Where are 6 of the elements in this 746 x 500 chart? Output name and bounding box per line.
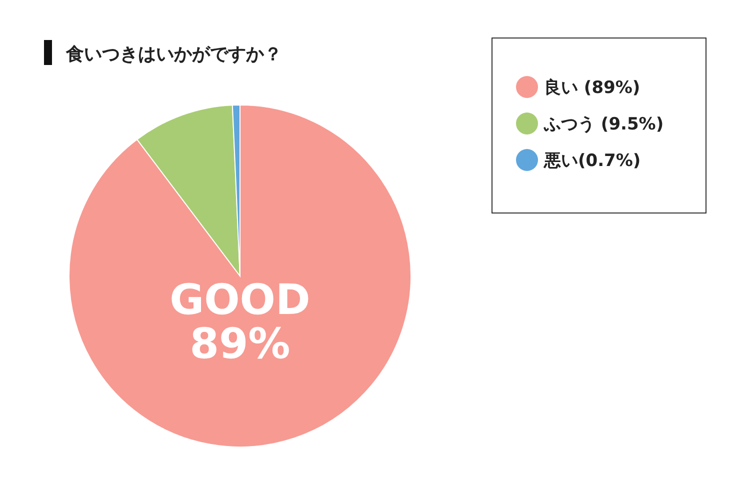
legend-label: 悪い(0.7%): [543, 151, 641, 171]
legend-label: 良い (89%): [544, 78, 640, 98]
legend-label: ふつう (9.5%): [543, 114, 664, 134]
chart-title: 食いつきはいかがですか？: [65, 44, 282, 65]
text: GOOD 89%: [170, 275, 310, 368]
pie-slice: [68, 104, 412, 448]
